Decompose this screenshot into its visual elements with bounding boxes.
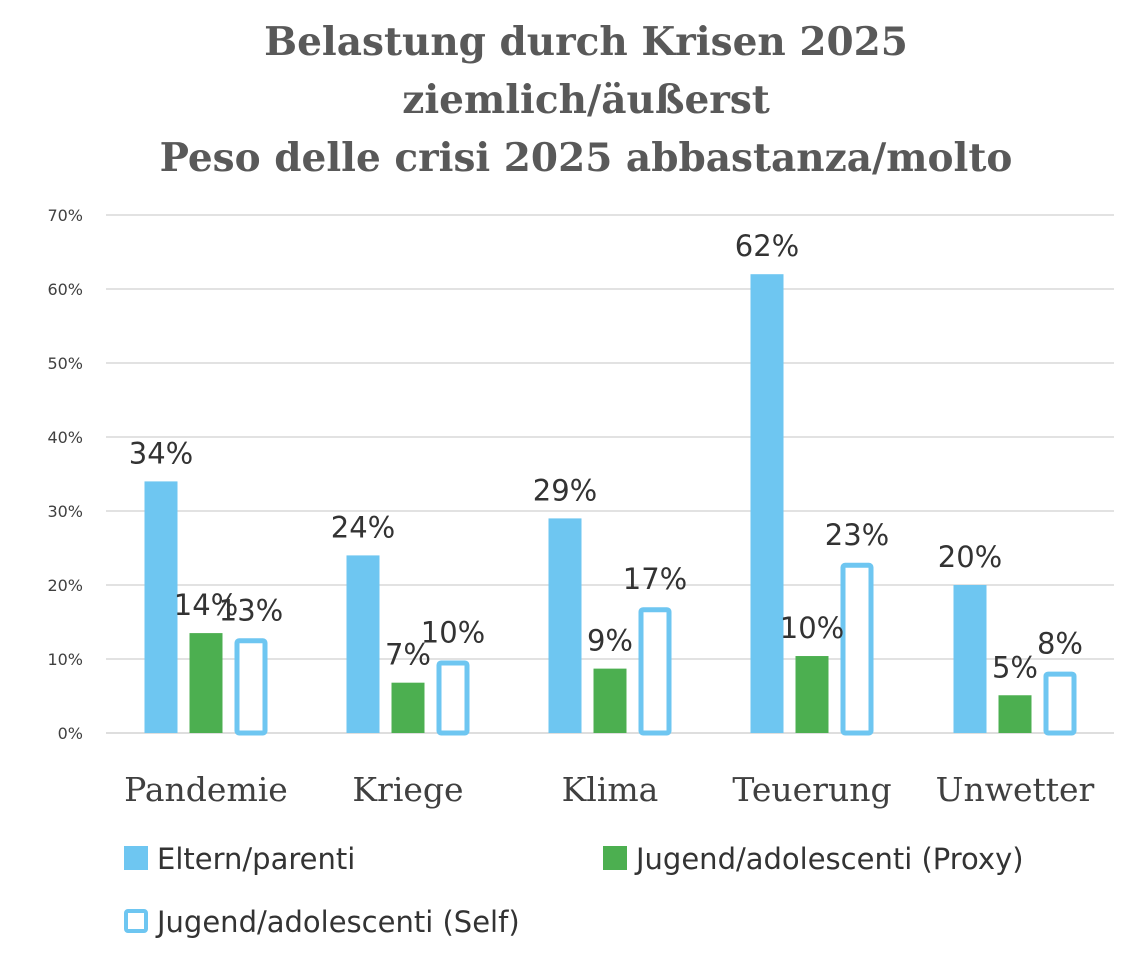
bar-klima-series-2 xyxy=(593,668,627,733)
data-label: 20% xyxy=(938,540,1002,574)
x-axis-ticks: Pandemie Kriege Klima Teuerung Unwetter xyxy=(124,770,1094,809)
data-label: 62% xyxy=(735,229,799,263)
y-tick-label: 50% xyxy=(47,354,83,373)
data-label: 7% xyxy=(385,638,431,672)
y-axis-ticks: 0% 10% 20% 30% 40% 50% 60% 70% xyxy=(47,206,83,743)
data-label: 10% xyxy=(421,615,485,649)
y-tick-label: 70% xyxy=(47,206,83,225)
bar-klima-series-1 xyxy=(548,518,582,733)
y-tick-label: 40% xyxy=(47,428,83,447)
data-label: 5% xyxy=(992,650,1038,684)
bar-pandemie-series-1 xyxy=(144,481,178,733)
legend-label: Jugend/adolescenti (Proxy) xyxy=(634,842,1024,876)
x-tick-label: Pandemie xyxy=(124,770,288,809)
bar-teuerung-series-1 xyxy=(750,274,784,733)
legend-swatch xyxy=(124,846,148,870)
legend-item-2: Jugend/adolescenti (Proxy) xyxy=(603,842,1024,876)
chart-title: Belastung durch Krisen 2025 ziemlich/äuß… xyxy=(160,19,1013,181)
data-label: 10% xyxy=(780,611,844,645)
legend-item-3: Jugend/adolescenti (Self) xyxy=(124,905,520,939)
y-tick-label: 0% xyxy=(58,724,83,743)
x-tick-label: Klima xyxy=(562,770,659,809)
data-label: 13% xyxy=(219,593,283,627)
bar-pandemie-series-2 xyxy=(189,633,223,733)
data-label: 14% xyxy=(174,588,238,622)
y-tick-label: 60% xyxy=(47,280,83,299)
chart-title-line-3: Peso delle crisi 2025 abbastanza/molto xyxy=(160,135,1013,181)
x-tick-label: Kriege xyxy=(352,770,463,809)
data-label: 23% xyxy=(825,518,889,552)
bar-pandemie-series-3 xyxy=(234,638,268,736)
bars xyxy=(144,274,1077,736)
bar-unwetter-series-3 xyxy=(1043,671,1077,736)
x-tick-label: Unwetter xyxy=(936,770,1095,809)
y-tick-label: 30% xyxy=(47,502,83,521)
data-label: 8% xyxy=(1037,627,1083,661)
bar-kriege-series-2 xyxy=(391,682,425,733)
legend-label: Jugend/adolescenti (Self) xyxy=(155,905,520,939)
chart-title-line-1: Belastung durch Krisen 2025 xyxy=(264,19,908,65)
bar-klima-series-3 xyxy=(638,607,672,736)
bar-kriege-series-3 xyxy=(436,660,470,736)
data-labels: 34% 24% 29% 62% 20% 14% 7% 9% 10% 5% 13% 10% 17% 23% 8… xyxy=(129,229,1083,684)
data-label: 34% xyxy=(129,436,193,470)
y-tick-label: 10% xyxy=(47,650,83,669)
legend: Eltern/parenti Jugend/adolescenti (Proxy)… xyxy=(124,842,1024,939)
bar-teuerung-series-3 xyxy=(840,562,874,736)
bar-unwetter-series-1 xyxy=(953,585,987,733)
legend-label: Eltern/parenti xyxy=(157,842,355,876)
data-label: 24% xyxy=(331,510,395,544)
legend-swatch xyxy=(603,846,627,870)
data-label: 29% xyxy=(533,473,597,507)
y-tick-label: 20% xyxy=(47,576,83,595)
data-label: 9% xyxy=(587,624,633,658)
legend-item-1: Eltern/parenti xyxy=(124,842,355,876)
chart-title-line-2: ziemlich/äußerst xyxy=(402,77,770,123)
legend-swatch xyxy=(124,909,148,933)
bar-unwetter-series-2 xyxy=(998,695,1032,733)
data-label: 17% xyxy=(623,562,687,596)
x-tick-label: Teuerung xyxy=(732,770,891,809)
bar-kriege-series-1 xyxy=(346,555,380,733)
bar-teuerung-series-2 xyxy=(795,656,829,733)
